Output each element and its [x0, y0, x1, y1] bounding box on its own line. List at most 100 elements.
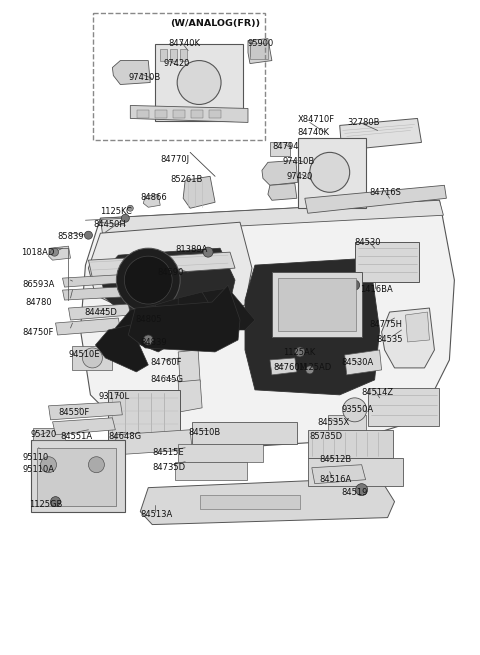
Circle shape [41, 457, 57, 473]
Polygon shape [144, 195, 160, 207]
Bar [270, 142, 290, 157]
Text: 84510B: 84510B [188, 428, 220, 437]
Circle shape [127, 205, 133, 212]
Text: 84530A: 84530A [342, 358, 374, 367]
Bar [298, 138, 366, 208]
Text: 84760M: 84760M [273, 363, 307, 372]
Circle shape [144, 335, 153, 345]
Polygon shape [245, 258, 380, 395]
Bar [180, 48, 187, 60]
Bar [209, 111, 221, 119]
Text: 84445D: 84445D [84, 308, 117, 317]
Circle shape [306, 366, 314, 374]
Text: 84590: 84590 [157, 268, 184, 277]
Polygon shape [88, 222, 252, 318]
Bar [36, 448, 116, 506]
Circle shape [203, 247, 213, 257]
Polygon shape [178, 350, 200, 384]
Circle shape [177, 60, 221, 105]
Polygon shape [100, 248, 235, 322]
Polygon shape [183, 176, 215, 208]
Polygon shape [155, 298, 200, 346]
Circle shape [84, 231, 93, 239]
Polygon shape [340, 119, 421, 151]
Polygon shape [406, 312, 430, 342]
Circle shape [88, 457, 104, 473]
Text: X84710F: X84710F [298, 115, 335, 124]
Bar [250, 43, 268, 58]
Polygon shape [248, 39, 272, 64]
Bar [137, 111, 149, 119]
Circle shape [50, 248, 59, 256]
Text: 84735D: 84735D [152, 462, 185, 472]
Text: 1125GB: 1125GB [29, 500, 62, 509]
Polygon shape [56, 318, 120, 335]
Text: 85261B: 85261B [170, 176, 203, 184]
Text: 84716S: 84716S [370, 188, 401, 197]
Polygon shape [115, 430, 192, 455]
Text: 1125AD: 1125AD [298, 363, 331, 372]
Polygon shape [270, 358, 297, 375]
Text: 84760F: 84760F [150, 358, 182, 367]
Bar [178, 443, 263, 462]
Polygon shape [96, 325, 148, 372]
Text: 97420: 97420 [163, 58, 190, 67]
Bar [368, 388, 439, 426]
Bar [175, 462, 247, 479]
Bar [328, 415, 366, 433]
Circle shape [116, 248, 180, 312]
Bar [72, 346, 112, 370]
Text: 84512B: 84512B [320, 455, 352, 464]
Polygon shape [140, 477, 395, 525]
Text: 93550A: 93550A [342, 405, 374, 414]
Text: 86593A: 86593A [23, 280, 55, 289]
Text: 97420: 97420 [287, 172, 313, 181]
Polygon shape [115, 305, 170, 352]
Text: (W/ANALOG(FR)): (W/ANALOG(FR)) [170, 18, 260, 28]
Text: 97410B: 97410B [283, 157, 315, 166]
Bar [173, 111, 185, 119]
Polygon shape [312, 464, 366, 483]
Text: 84645G: 84645G [150, 375, 183, 384]
Polygon shape [130, 105, 248, 122]
Bar [308, 458, 403, 485]
Polygon shape [262, 160, 298, 185]
Bar [33, 428, 64, 440]
Text: 84515E: 84515E [152, 448, 184, 457]
Text: 84740K: 84740K [298, 128, 330, 138]
Polygon shape [62, 285, 157, 300]
Polygon shape [62, 274, 132, 287]
Text: 84516A: 84516A [320, 475, 352, 483]
Circle shape [356, 483, 368, 496]
Bar [170, 48, 177, 60]
Text: 84740K: 84740K [168, 39, 200, 48]
Text: 84530: 84530 [355, 238, 381, 247]
Text: 84648G: 84648G [108, 432, 142, 441]
Text: 84839: 84839 [140, 338, 167, 347]
Text: 32780B: 32780B [348, 119, 380, 128]
Text: 1018AD: 1018AD [21, 248, 54, 257]
Text: 1125AK: 1125AK [283, 348, 315, 357]
Text: 84550F: 84550F [59, 408, 90, 417]
Polygon shape [88, 252, 235, 278]
Text: 84519: 84519 [342, 488, 368, 496]
Text: 84551A: 84551A [60, 432, 93, 441]
Polygon shape [382, 308, 434, 368]
Text: 84866: 84866 [140, 193, 167, 202]
Text: 84775H: 84775H [370, 320, 403, 329]
Text: 95900: 95900 [248, 39, 274, 48]
Circle shape [50, 496, 60, 506]
Text: 95110A: 95110A [23, 464, 55, 474]
Bar [308, 430, 393, 458]
Polygon shape [305, 185, 446, 214]
Circle shape [121, 214, 129, 222]
Text: 84513A: 84513A [140, 510, 172, 519]
Text: 81389A: 81389A [175, 245, 207, 254]
Circle shape [295, 347, 305, 357]
Bar [200, 495, 300, 509]
Polygon shape [202, 288, 255, 330]
Circle shape [310, 153, 350, 193]
Polygon shape [268, 183, 297, 200]
Text: 84750F: 84750F [23, 328, 54, 337]
Polygon shape [128, 285, 240, 352]
